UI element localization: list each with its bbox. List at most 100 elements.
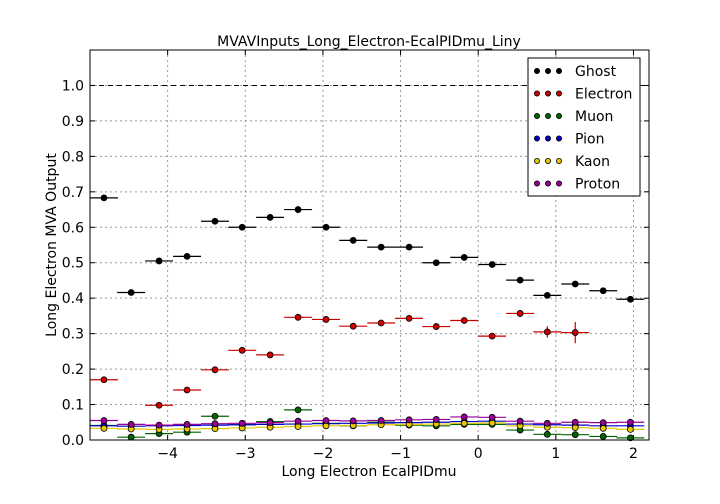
legend-item-proton: Proton (534, 177, 620, 193)
series-ghost (90, 194, 645, 303)
data-point (100, 424, 108, 432)
data-point (626, 418, 634, 426)
data-point (405, 243, 413, 251)
legend-marker (534, 180, 541, 187)
data-point (571, 329, 579, 336)
data-point (432, 259, 440, 267)
x-axis-title: Long Electron EcalPIDmu (281, 464, 456, 480)
data-point (516, 417, 524, 425)
data-point (599, 424, 607, 432)
legend-marker (534, 157, 541, 164)
data-point (460, 413, 468, 421)
x-tick-label: −1 (390, 446, 411, 462)
data-point (488, 332, 496, 340)
data-point (266, 213, 274, 221)
y-tick-label: 0.0 (62, 433, 84, 449)
data-point (599, 419, 607, 427)
legend-item-electron: Electron (534, 87, 632, 103)
data-point (183, 252, 191, 260)
data-point (377, 243, 385, 251)
data-point (405, 416, 413, 424)
legend-marker (545, 180, 552, 187)
data-point (349, 417, 357, 425)
x-tick-label: 2 (629, 446, 638, 462)
y-tick-label: 0.6 (62, 220, 84, 236)
legend-label: Ghost (575, 64, 617, 80)
legend-item-ghost: Ghost (534, 64, 617, 80)
x-tick-label: 0 (474, 446, 483, 462)
data-layer (90, 194, 645, 442)
legend-marker (534, 113, 541, 120)
data-point (571, 280, 579, 288)
legend-marker (545, 68, 552, 75)
y-tick-label: 1.0 (62, 78, 84, 94)
legend-marker (556, 157, 563, 164)
legend-marker (556, 180, 563, 187)
series-proton (90, 413, 645, 429)
legend-label: Muon (575, 109, 613, 125)
y-tick-label: 0.5 (62, 256, 84, 272)
data-point (432, 416, 440, 423)
data-point (211, 412, 219, 420)
data-point (599, 433, 607, 440)
x-tick-label: −3 (235, 446, 256, 462)
data-point (127, 433, 135, 441)
data-point (349, 322, 357, 330)
data-point (238, 419, 246, 427)
y-tick-label: 0.4 (62, 291, 84, 307)
data-point (599, 287, 607, 295)
legend-marker (534, 135, 541, 142)
legend-marker (556, 135, 563, 142)
data-point (294, 313, 302, 321)
data-point (460, 419, 468, 427)
legend-frame (527, 57, 641, 197)
data-point (155, 421, 163, 429)
data-point (377, 417, 385, 424)
y-axis-title: Long Electron MVA Output (44, 153, 60, 337)
y-tick-label: 0.3 (62, 327, 84, 343)
y-tick-label: 0.2 (62, 362, 84, 378)
data-point (127, 420, 135, 428)
legend-item-kaon: Kaon (534, 154, 610, 170)
legend-marker (534, 68, 541, 75)
tick-layer: −4 −3 −2 −1 0 1 2 0.0 0.1 0.2 0.3 0.4 0.5 0.6 0.7 0.8 0.… (62, 50, 649, 462)
data-point (377, 319, 385, 327)
data-point (211, 366, 219, 374)
y-tick-label: 0.9 (62, 114, 84, 130)
legend-marker (556, 90, 563, 97)
legend-marker (545, 157, 552, 164)
data-point (100, 194, 108, 202)
legend-items: Ghost Electron Muon Pion Kaon Proton (534, 64, 632, 193)
plot-frame (89, 49, 650, 441)
data-point (100, 417, 108, 424)
data-point (155, 401, 163, 409)
data-point (183, 420, 191, 428)
legend-label: Kaon (575, 154, 610, 170)
data-point (543, 430, 551, 438)
legend-marker (534, 90, 541, 97)
y-tick-label: 0.1 (62, 398, 84, 414)
legend-marker (556, 68, 563, 75)
data-point (543, 328, 551, 336)
data-point (294, 417, 302, 425)
data-point (626, 295, 634, 303)
data-point (349, 236, 357, 244)
series-kaon (90, 419, 645, 433)
data-point (488, 419, 496, 427)
data-point (238, 223, 246, 231)
data-point (127, 289, 135, 296)
data-point (488, 261, 496, 268)
data-point (266, 419, 274, 427)
data-point (571, 431, 579, 439)
data-point (183, 386, 191, 394)
data-point (238, 346, 246, 354)
data-point (460, 254, 468, 261)
data-point (626, 425, 634, 433)
data-point (322, 223, 330, 231)
data-point (516, 310, 524, 317)
x-tick-label: −4 (157, 446, 178, 462)
data-point (405, 314, 413, 322)
data-point (155, 257, 163, 265)
legend-label: Proton (575, 177, 620, 193)
